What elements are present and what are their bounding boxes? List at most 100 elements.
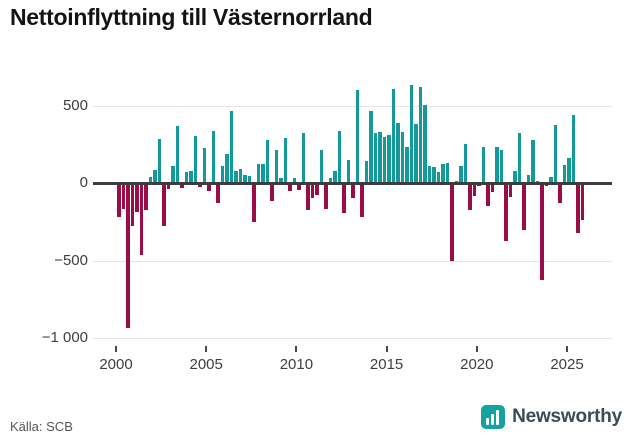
data-bar [211, 131, 216, 183]
bar-chart-icon-bar [491, 414, 495, 425]
data-bar [558, 184, 562, 203]
data-bar [234, 171, 238, 183]
data-bar [247, 176, 252, 183]
plot-area: 500 0 −500 −1 000 2000 2005 2010 2015 2020 2025 [42, 85, 612, 373]
data-bar [315, 184, 319, 195]
data-bar [576, 184, 580, 233]
data-bar [202, 148, 207, 183]
data-bar [445, 163, 450, 183]
y-axis-label: 500 [62, 97, 88, 114]
y-axis-label: 0 [79, 174, 88, 191]
chart-title: Nettoinflyttning till Västernorrland [10, 4, 373, 30]
data-bar [531, 140, 535, 183]
data-bar [360, 184, 364, 217]
data-bar [117, 184, 121, 217]
newsworthy-logo: Newsworthy [481, 404, 622, 430]
y-gridline [93, 106, 612, 107]
data-bar [346, 160, 351, 183]
data-bar [166, 184, 171, 189]
data-bar [526, 175, 531, 183]
data-bar [229, 111, 234, 183]
x-axis-label: 2025 [550, 356, 584, 373]
data-bar [189, 171, 193, 183]
data-bar [432, 167, 436, 183]
y-gridline [93, 338, 612, 339]
data-bar [135, 184, 139, 212]
data-bar [279, 178, 283, 183]
data-bar [508, 184, 513, 197]
data-bar [522, 184, 526, 230]
x-axis-tick [205, 346, 208, 352]
data-bar [292, 178, 297, 183]
y-gridline [93, 261, 612, 262]
data-bar [405, 147, 409, 183]
data-bar [441, 164, 445, 183]
data-bar [283, 138, 288, 183]
data-bar [387, 135, 391, 183]
data-bar [306, 184, 310, 210]
data-bar [252, 184, 256, 222]
data-bar [549, 177, 553, 183]
data-bar [463, 144, 468, 183]
data-bar [391, 89, 396, 183]
data-bar [207, 184, 211, 191]
x-axis-tick [566, 346, 568, 352]
data-bar [171, 166, 175, 183]
data-bar [369, 111, 373, 183]
data-bar [450, 184, 454, 261]
data-bar [193, 136, 198, 183]
data-bar [126, 184, 130, 328]
data-bar [468, 184, 472, 210]
data-bar [162, 184, 166, 226]
data-bar [580, 184, 585, 220]
x-axis-tick [385, 346, 388, 352]
data-bar [333, 171, 337, 183]
data-bar [373, 133, 378, 183]
data-bar [553, 125, 558, 183]
data-bar [481, 147, 486, 183]
data-bar [567, 158, 571, 183]
data-bar [130, 184, 135, 226]
data-bar [342, 184, 346, 213]
data-bar [562, 165, 567, 183]
data-bar [265, 140, 270, 183]
data-bar [472, 184, 477, 196]
data-bar [351, 184, 355, 198]
data-bar [261, 164, 265, 183]
zero-axis-line [93, 182, 612, 185]
source-label: Källa: SCB [10, 419, 73, 434]
data-bar [139, 184, 144, 255]
data-bar [499, 150, 504, 183]
data-bar [184, 172, 189, 183]
brand-name: Newsworthy [512, 406, 622, 427]
data-bar [418, 87, 423, 183]
data-bar [297, 184, 301, 190]
data-bar [414, 124, 418, 183]
x-axis-label: 2005 [189, 356, 223, 373]
x-axis-tick [295, 346, 298, 352]
data-bar [396, 123, 400, 183]
data-bar [270, 184, 274, 201]
data-bar [288, 184, 292, 191]
data-bar [490, 184, 495, 192]
data-bar [540, 184, 544, 280]
data-bar [328, 178, 333, 183]
data-bar [477, 184, 481, 186]
data-bar [310, 184, 315, 198]
x-axis-label: 2015 [369, 356, 404, 373]
data-bar [364, 161, 369, 183]
data-bar [175, 126, 180, 183]
data-bar [148, 177, 153, 183]
data-bar [220, 166, 225, 183]
data-bar [319, 150, 324, 183]
data-bar [495, 147, 499, 183]
data-bar [544, 184, 549, 186]
data-bar [216, 184, 220, 203]
data-bar [153, 170, 157, 183]
data-bar [504, 184, 508, 241]
data-bar [274, 150, 279, 183]
data-bar [355, 90, 360, 183]
x-axis-tick [115, 346, 117, 352]
data-bar [409, 85, 414, 183]
